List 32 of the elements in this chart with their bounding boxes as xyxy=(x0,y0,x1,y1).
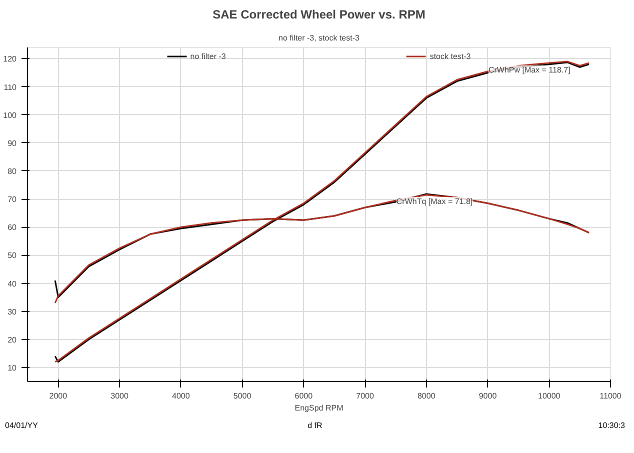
x-axis-title: EngSpd RPM xyxy=(294,404,344,412)
x-tick-label: 4000 xyxy=(172,392,190,400)
text: 10:30:3 xyxy=(598,420,625,432)
legend-label: no filter -3 xyxy=(190,51,226,61)
annotation: CrWhPw [Max = 118.7] xyxy=(488,65,570,74)
text: 04/01/YY xyxy=(5,420,38,432)
y-tick-label: 40 xyxy=(8,279,18,288)
x-tick-label: 2000 xyxy=(49,392,68,400)
y-tick-label: 30 xyxy=(8,307,18,316)
legend-label: stock test-3 xyxy=(430,51,471,61)
chart-subtitle: no filter -3, stock test-3 xyxy=(278,34,360,42)
y-tick-label: 120 xyxy=(3,54,18,64)
y-tick-label: 20 xyxy=(8,335,18,344)
y-tick-label: 90 xyxy=(8,138,18,148)
x-tick-label: 9000 xyxy=(478,392,498,400)
y-tick-label: 60 xyxy=(8,223,18,232)
x-tick-label: 6000 xyxy=(294,392,314,400)
x-tick-label: 10000 xyxy=(538,392,561,400)
x-tick-label: 8000 xyxy=(417,392,436,400)
text: d fR xyxy=(308,420,322,432)
y-tick-label: 110 xyxy=(4,82,18,92)
x-tick-label: 11000 xyxy=(600,392,622,400)
x-tick-label: 5000 xyxy=(233,392,252,400)
y-tick-label: 80 xyxy=(8,166,18,176)
chart-title: SAE Corrected Wheel Power vs. RPM xyxy=(212,8,426,22)
x-tick-label: 3000 xyxy=(110,392,129,400)
y-tick-label: 10 xyxy=(8,363,18,372)
x-tick-label: 7000 xyxy=(356,392,374,400)
annotation: CrWhTq [Max = 71.8] xyxy=(396,197,473,206)
y-tick-label: 50 xyxy=(8,251,18,260)
y-tick-label: 100 xyxy=(3,110,18,120)
y-tick-label: 70 xyxy=(8,195,18,204)
